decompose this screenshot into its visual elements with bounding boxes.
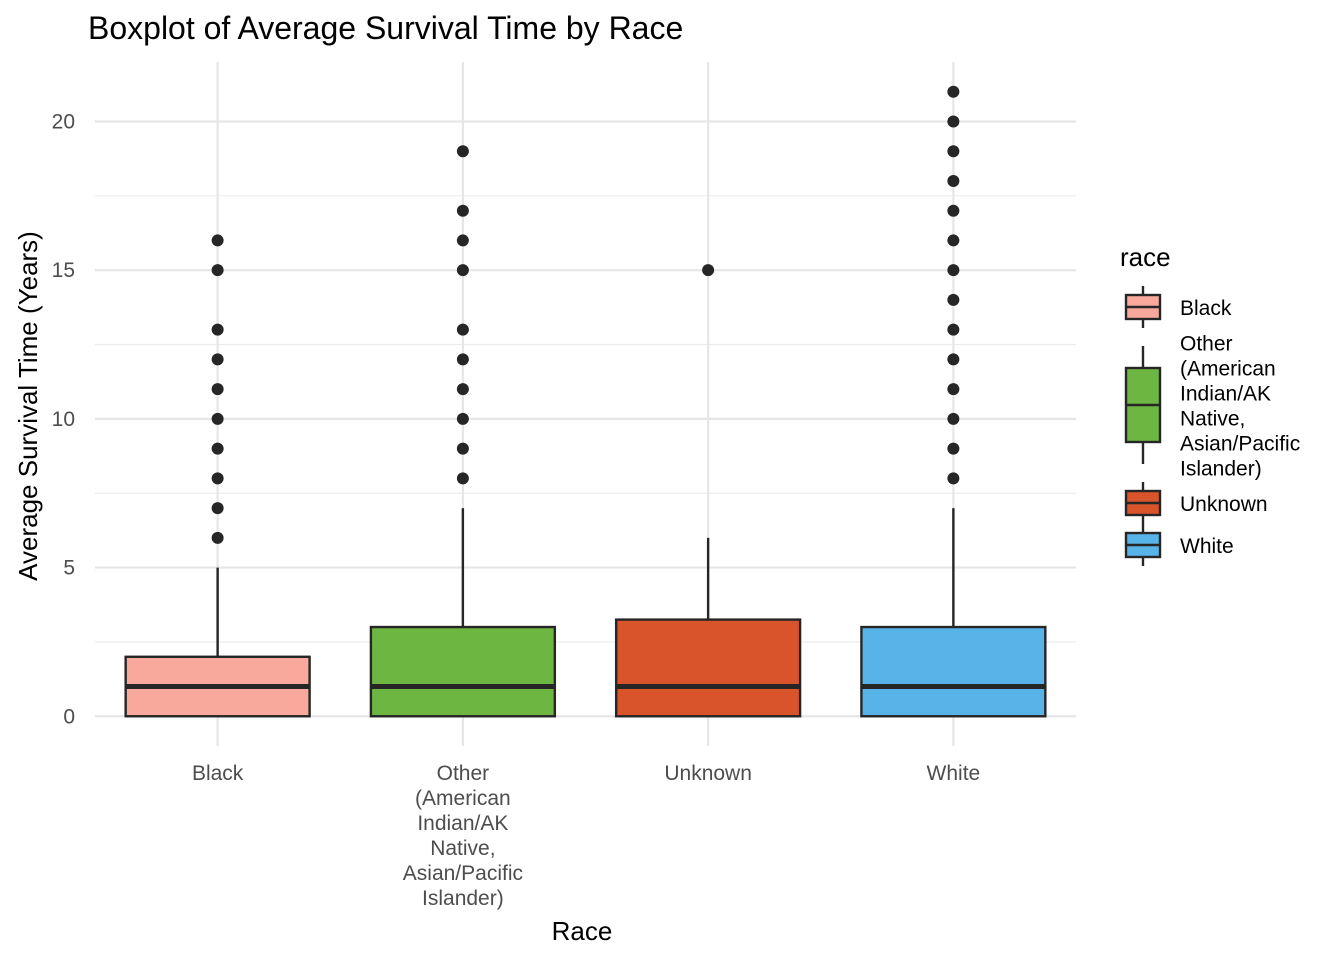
legend-label: Other (American Indian/AK Native, Asian/Paci… [1180, 333, 1300, 481]
legend-label-line: Other [1180, 333, 1233, 356]
x-tick-label-line: Indian/AK [417, 812, 508, 835]
outlier-point [947, 383, 960, 396]
outlier-point [211, 531, 224, 544]
x-tick-label-line: Other [437, 762, 490, 785]
legend-item: Other (American Indian/AK Native, Asian/Paci… [1124, 333, 1300, 481]
outlier-point [456, 353, 469, 366]
x-tick-label: Unknown [664, 762, 752, 785]
outlier-point [947, 412, 960, 425]
outlier-point [456, 145, 469, 158]
x-tick-label: Other (American Indian/AK Native, Asian/Paci… [403, 762, 523, 910]
legend-item: White [1124, 524, 1234, 566]
x-tick-label: White [927, 762, 981, 785]
outlier-point [211, 264, 224, 277]
box-group [124, 234, 311, 718]
x-tick-label-line: Native, [430, 837, 495, 860]
box-group [369, 145, 557, 718]
outlier-point [947, 174, 960, 187]
outlier-point [456, 204, 469, 217]
outlier-point [456, 234, 469, 247]
legend-item: Unknown [1124, 482, 1268, 524]
x-tick-label-line: Black [192, 762, 244, 785]
chart-title: Boxplot of Average Survival Time by Race [88, 10, 683, 46]
outlier-point [947, 264, 960, 277]
legend-label: Black [1180, 297, 1232, 320]
outlier-point [456, 264, 469, 277]
box-body [860, 625, 1047, 718]
legend-label-line: Unknown [1180, 493, 1268, 516]
tick-layer: 0 5 10 15 20 Black Other (American Indian/AK Nati… [52, 110, 981, 910]
legend-item: Black [1124, 286, 1232, 328]
box-layer [124, 85, 1047, 718]
legend-label-line: Black [1180, 297, 1232, 320]
x-tick-label-line: White [927, 762, 981, 785]
outlier-point [456, 412, 469, 425]
outlier-point [947, 115, 960, 128]
legend-label-line: Asian/Pacific [1180, 433, 1300, 456]
legend-label: White [1180, 535, 1234, 558]
y-tick-label: 15 [52, 259, 75, 282]
outlier-point [947, 323, 960, 336]
legend-label-line: Indian/AK [1180, 383, 1271, 406]
x-tick-label-line: Asian/Pacific [403, 862, 523, 885]
x-tick-label-line: Islander) [422, 887, 504, 910]
outlier-point [211, 234, 224, 247]
outlier-point [211, 442, 224, 455]
outlier-point [456, 472, 469, 485]
legend-label: Unknown [1180, 493, 1268, 516]
legend-label-line: Native, [1180, 408, 1245, 431]
outlier-point [947, 472, 960, 485]
x-tick-label-line: (American [415, 787, 511, 810]
legend-title: race [1120, 242, 1171, 272]
x-axis-title: Race [552, 916, 613, 946]
outlier-point [947, 234, 960, 247]
legend-label-line: White [1180, 535, 1234, 558]
legend: race Black Other (American Indian/AK Native,… [1120, 242, 1300, 566]
outlier-point [947, 204, 960, 217]
y-tick-label: 0 [63, 705, 75, 728]
x-tick-label-line: Unknown [664, 762, 752, 785]
outlier-point [211, 502, 224, 515]
x-tick-label: Black [192, 762, 244, 785]
outlier-point [947, 85, 960, 98]
box-body [614, 618, 802, 718]
outlier-point [456, 383, 469, 396]
outlier-point [211, 353, 224, 366]
outlier-point [211, 383, 224, 396]
outlier-point [456, 442, 469, 455]
outlier-point [947, 145, 960, 158]
box-group [614, 264, 802, 718]
outlier-point [947, 293, 960, 306]
box-body [369, 625, 557, 718]
outlier-point [456, 323, 469, 336]
y-tick-label: 5 [63, 557, 75, 580]
outlier-point [211, 412, 224, 425]
box-group [860, 85, 1047, 718]
outlier-point [947, 353, 960, 366]
outlier-point [211, 472, 224, 485]
outlier-point [947, 442, 960, 455]
legend-label-line: Islander) [1180, 458, 1262, 481]
y-tick-label: 10 [52, 408, 75, 431]
y-tick-label: 20 [52, 110, 75, 133]
legend-label-line: (American [1180, 358, 1276, 381]
outlier-point [702, 264, 715, 277]
outlier-point [211, 323, 224, 336]
y-axis-title: Average Survival Time (Years) [13, 231, 43, 581]
